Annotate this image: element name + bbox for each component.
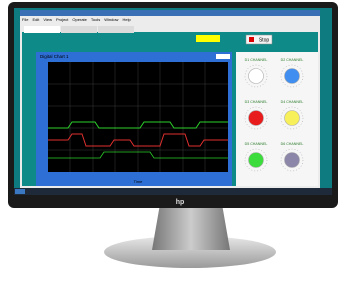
- logo: hp: [176, 199, 185, 206]
- start-button[interactable]: [15, 189, 25, 194]
- knob[interactable]: [249, 69, 264, 84]
- tab[interactable]: [98, 26, 134, 33]
- menu-item[interactable]: Tools: [91, 17, 100, 22]
- taskbar: [14, 188, 332, 195]
- stand-neck: [152, 204, 230, 250]
- channel-label: D2 CHANNEL: [281, 58, 304, 62]
- channel-label: D5 CHANNEL: [245, 142, 268, 146]
- knob[interactable]: [249, 111, 264, 126]
- x-axis-label: Time: [134, 179, 144, 184]
- tab[interactable]: [61, 26, 97, 33]
- menu-item[interactable]: Help: [122, 17, 131, 22]
- knob[interactable]: [285, 69, 300, 84]
- channel-label: D1 CHANNEL: [245, 58, 268, 62]
- knob[interactable]: [285, 111, 300, 126]
- knob[interactable]: [285, 153, 300, 168]
- indicator: [196, 35, 220, 42]
- menu-item[interactable]: View: [43, 17, 52, 22]
- channel-label: D4 CHANNEL: [281, 100, 304, 104]
- tab[interactable]: [24, 26, 60, 33]
- channel-label: D3 CHANNEL: [245, 100, 268, 104]
- menu-item[interactable]: File: [22, 17, 29, 22]
- menu-item[interactable]: Window: [104, 17, 118, 22]
- stop-icon: [249, 37, 254, 42]
- menu-item[interactable]: Project: [56, 17, 69, 22]
- chart-title: Digital Chart 1: [40, 54, 69, 59]
- title-bar: [20, 10, 320, 16]
- menu-item[interactable]: Operate: [72, 17, 87, 22]
- stop-label: Stop: [259, 37, 270, 43]
- menu-item[interactable]: Edit: [32, 17, 40, 22]
- monitor-photo: hp FileEditView ProjectOperate Tools Window…: [0, 0, 344, 276]
- knob[interactable]: [249, 153, 264, 168]
- legend-box: [216, 54, 230, 59]
- channel-label: D6 CHANNEL: [281, 142, 304, 146]
